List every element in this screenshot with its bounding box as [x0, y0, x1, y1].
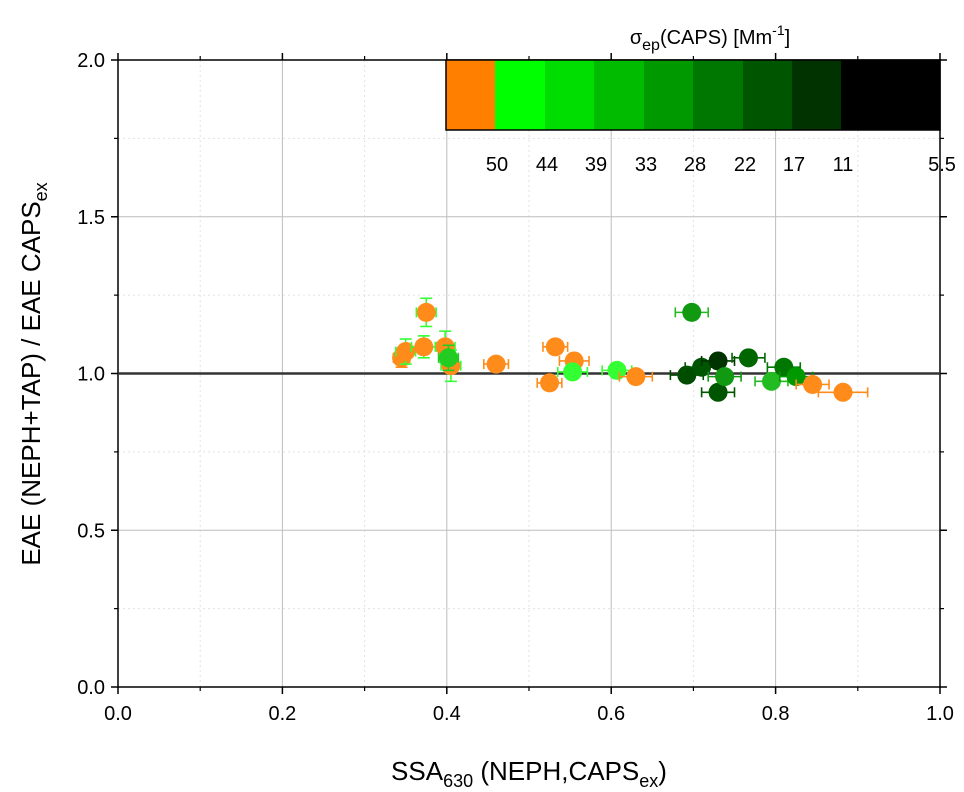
data-point	[707, 367, 742, 387]
data-marker	[708, 382, 728, 402]
data-point	[700, 382, 736, 402]
y-tick-label: 2.0	[77, 50, 105, 72]
data-point	[795, 374, 830, 394]
x-tick-label: 0.8	[762, 703, 790, 725]
colorbar-label: 28	[684, 154, 706, 176]
x-tick-label: 0.4	[433, 703, 461, 725]
data-marker	[438, 348, 458, 368]
data-marker	[414, 337, 434, 357]
colorbar-label: 44	[536, 154, 558, 176]
data-point	[817, 382, 869, 402]
data-point	[754, 371, 789, 391]
data-point	[437, 344, 460, 372]
data-point	[700, 351, 736, 371]
data-point	[536, 373, 563, 393]
y-tick-label: 1.0	[77, 364, 105, 386]
x-axis-title: SSA630 (NEPH,CAPSex)	[391, 756, 667, 791]
x-tick-label: 0.0	[104, 703, 132, 725]
colorbar-segment	[446, 60, 495, 130]
data-point	[674, 302, 709, 322]
data-point	[556, 362, 589, 382]
data-point	[415, 297, 437, 328]
colorbar-segment	[545, 60, 594, 130]
data-point	[482, 354, 510, 374]
colorbar-title: σep(CAPS) [Mm-1]	[630, 22, 790, 54]
colorbar-label: 22	[734, 154, 756, 176]
data-point	[618, 367, 654, 387]
colorbar-label: 39	[585, 154, 607, 176]
colorbar-label: 11	[833, 154, 854, 176]
colorbar-segment	[594, 60, 644, 130]
data-marker	[738, 348, 758, 368]
colorbar-segment	[743, 60, 792, 130]
data-marker	[708, 351, 728, 371]
y-tick-label: 1.5	[77, 207, 105, 229]
data-marker	[715, 367, 735, 387]
data-point	[395, 338, 417, 365]
data-marker	[396, 342, 416, 362]
data-marker	[682, 302, 702, 322]
colorbar-label: 50	[486, 154, 508, 176]
y-axis-title: EAE (NEPH+TAP) / EAE CAPSex	[16, 182, 51, 565]
colorbar-label: 33	[635, 154, 657, 176]
data-point	[410, 335, 437, 359]
data-point	[731, 348, 766, 368]
colorbar-border	[445, 59, 941, 131]
data-marker	[761, 371, 781, 391]
data-marker	[545, 337, 565, 357]
data-marker	[540, 373, 560, 393]
data-points	[392, 297, 869, 402]
y-tick-label: 0.5	[77, 520, 105, 542]
data-marker	[607, 360, 627, 380]
data-marker	[692, 357, 712, 377]
colorbar-segment	[495, 60, 545, 130]
y-tick-label: 0.0	[77, 677, 105, 699]
data-point	[669, 365, 705, 385]
data-marker	[416, 302, 436, 322]
data-marker	[626, 367, 646, 387]
data-point	[542, 337, 569, 357]
x-tick-label: 0.6	[597, 703, 625, 725]
colorbar-segment	[644, 60, 693, 130]
colorbar-segment	[693, 60, 743, 130]
data-marker	[563, 362, 583, 382]
data-marker	[486, 354, 506, 374]
colorbar-segment	[841, 60, 940, 130]
data-marker	[803, 374, 823, 394]
data-marker	[677, 365, 697, 385]
colorbar-label: 5.5	[928, 154, 956, 176]
data-marker	[786, 367, 806, 387]
colorbar-label: 17	[783, 154, 805, 176]
colorbar: 50 44 39 33 28 22 17 11 5.5	[445, 59, 956, 176]
x-tick-label: 0.2	[268, 703, 296, 725]
data-marker	[833, 382, 853, 402]
axis-ticks: 0.0 0.2 0.4 0.6 0.8 1.0 0.0 0.5 1.0 1.5 2.0	[77, 50, 954, 725]
x-tick-label: 1.0	[926, 703, 954, 725]
colorbar-segment	[792, 60, 841, 130]
